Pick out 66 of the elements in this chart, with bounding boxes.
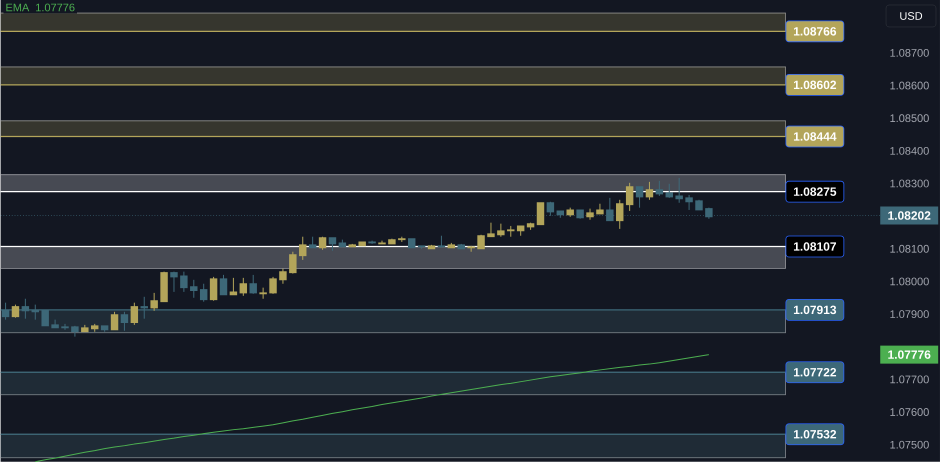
candlestick xyxy=(110,311,118,330)
candlestick xyxy=(279,268,287,284)
candlestick xyxy=(269,276,277,294)
ref-line-label: 1.08202 xyxy=(888,211,930,220)
y-tick-label: 1.08400 xyxy=(890,146,929,155)
candlestick xyxy=(626,182,634,212)
candlestick xyxy=(299,236,306,260)
candlestick xyxy=(566,207,574,218)
candlestick xyxy=(220,274,228,296)
candlestick xyxy=(170,271,178,292)
candlestick xyxy=(586,208,594,220)
y-tick-label: 1.08300 xyxy=(890,180,929,188)
candlestick xyxy=(666,183,673,198)
y-tick-label: 1.07700 xyxy=(890,375,929,384)
candlestick xyxy=(71,325,79,338)
y-tick-label: 1.08700 xyxy=(890,48,929,57)
candlestick xyxy=(685,194,693,210)
candlestick xyxy=(477,234,485,250)
candlestick xyxy=(308,236,316,248)
y-tick-label: 1.07900 xyxy=(890,310,929,318)
candlestick xyxy=(328,237,336,252)
ref-line-label: 1.08602 xyxy=(794,80,836,90)
y-tick-label: 1.08600 xyxy=(890,82,929,90)
ref-line-label: 1.07722 xyxy=(794,368,836,376)
candlestick xyxy=(180,271,188,292)
candlestick xyxy=(675,177,683,204)
candlestick xyxy=(507,225,514,238)
annotation: 1.07776 xyxy=(36,4,75,12)
candlestick xyxy=(250,274,257,294)
ref-line-label: 1.07913 xyxy=(794,306,836,314)
candlestick xyxy=(230,277,238,296)
y-tick-label: 1.07600 xyxy=(890,408,929,416)
candlestick xyxy=(240,277,248,296)
candlestick xyxy=(12,304,20,318)
candlestick xyxy=(616,199,624,230)
candlestick xyxy=(150,292,158,312)
candlestick xyxy=(516,225,524,236)
candlestick xyxy=(210,276,218,302)
candlestick xyxy=(408,238,416,248)
ref-line-label: 1.07532 xyxy=(794,430,836,438)
y-tick-label: 1.08100 xyxy=(890,244,929,253)
text: 1.07776 xyxy=(888,350,930,359)
candlestick xyxy=(596,203,604,214)
candlestick xyxy=(695,199,703,210)
candlestick xyxy=(130,302,138,326)
candlestick xyxy=(200,283,208,302)
candlestick xyxy=(289,251,297,274)
text: EMA xyxy=(6,4,30,12)
candlestick xyxy=(536,202,544,225)
candlestick xyxy=(190,279,198,298)
y-tick-label: 1.07500 xyxy=(890,440,929,449)
ref-line-label: 1.08766 xyxy=(794,27,836,36)
candlestick xyxy=(497,223,505,238)
y-tick-label: 1.08000 xyxy=(890,277,929,286)
y-tick-label: 1.08500 xyxy=(890,114,929,122)
y-axis-title: USD xyxy=(900,12,922,20)
ref-line-label: 1.08275 xyxy=(794,187,836,196)
candlestick xyxy=(646,181,654,200)
candlestick xyxy=(438,235,446,248)
candlestick xyxy=(259,287,267,300)
candlestick xyxy=(318,236,326,250)
ref-line-label: 1.08107 xyxy=(794,242,836,251)
ref-line-label: 1.08444 xyxy=(794,132,836,141)
candlestick xyxy=(487,222,495,238)
candlestick xyxy=(656,180,664,196)
candlestick xyxy=(636,186,644,208)
